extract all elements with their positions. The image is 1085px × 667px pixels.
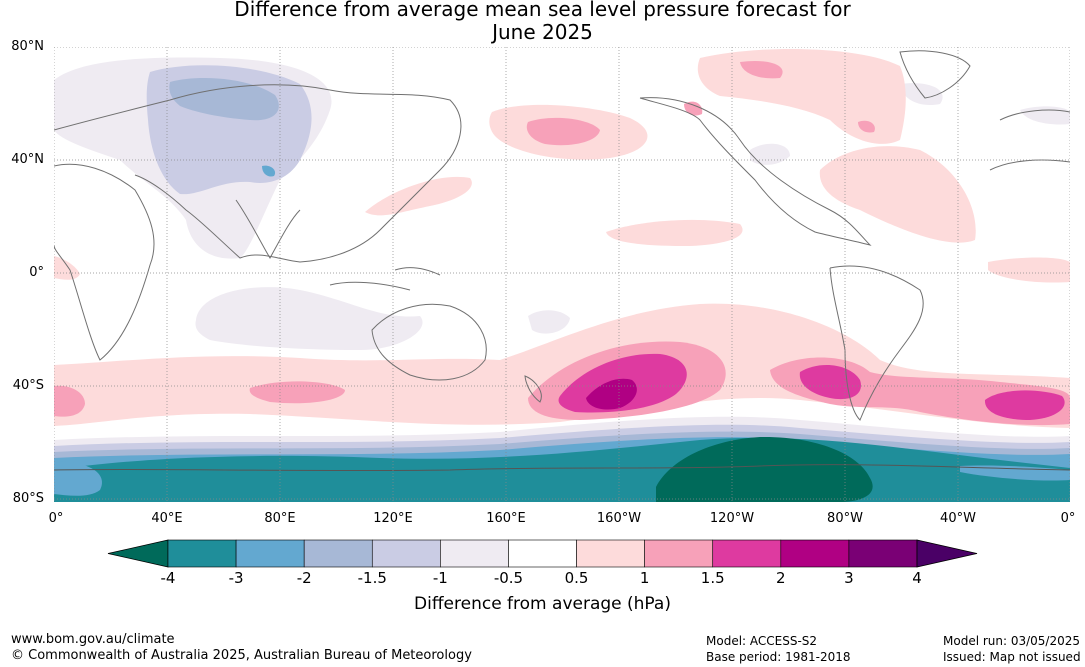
lon-label-160e: 160°E [486,511,526,526]
lon-label-40w: 40°W [940,511,976,526]
coast-new-zealand [524,375,542,403]
colorbar-tick-label: -1.5 [357,569,387,587]
graticule [54,47,1070,502]
footer-model: Model: ACCESS-S2 [706,634,818,648]
lon-label-120e: 120°E [373,511,413,526]
footer-website: www.bom.gov.au/climate [11,632,175,647]
footer-model-run: Model run: 03/05/2025 [943,634,1081,648]
anomaly-minus-half-indian [195,287,423,350]
lon-label-160w: 160°W [596,511,642,526]
footer-copyright: © Commonwealth of Australia 2025, Austra… [11,648,472,663]
anomaly-plus-one-alaska [684,101,703,116]
colorbar-tick-label: -0.5 [493,569,524,587]
colorbar-tick-label: -2 [296,569,312,587]
coast-europe [989,109,1070,171]
anomaly-minus-two-eurasia [262,165,276,177]
lon-label-0-west: 0° [48,511,64,526]
anomaly-plus-onehalf-atlantic [984,390,1065,420]
anomaly-plus-half-westafrica [54,256,80,280]
lon-label-80e: 80°E [264,511,296,526]
anomaly-minus-onehalf-eurasia [169,78,279,121]
colorbar-tick-label: -4 [160,569,176,587]
coast-eurasia [54,84,462,263]
coast-australia [371,303,487,381]
coast-africa [54,163,155,361]
lat-label-40s: 40°S [12,378,44,393]
anomaly-plus-half-tropical-atlantic [988,257,1070,283]
anomaly-plus-one-west [54,385,85,417]
anomaly-plus-half-n-atlantic [819,146,976,243]
anomaly-minus-half-pacific [528,310,570,334]
coast-indonesia [329,267,441,291]
lat-label-40n: 40°N [11,152,44,167]
anomaly-plus-one-indian [249,381,345,404]
lat-label-0: 0° [29,265,44,280]
anomaly-core-minus-four [656,436,873,502]
anomaly-plus-one-hudson [858,120,875,133]
footer-base-period: Base period: 1981-2018 [706,650,851,664]
coast-south-america [829,265,924,421]
lon-label-80w: 80°W [827,511,863,526]
map-title-line1: Difference from average mean sea level p… [234,0,851,21]
map-title-line2: June 2025 [492,20,593,44]
anomaly-plus-half-subtropical-pacific [606,219,743,246]
lat-label-80s: 80°S [12,491,44,506]
anomaly-plus-one-canada [740,60,783,79]
colorbar-tick-label: 4 [912,569,922,587]
lat-label-80n: 80°N [11,39,44,54]
coast-antarctica [54,464,1070,472]
colorbar-tick-label: 1.5 [700,569,725,587]
colorbar-label: Difference from average (hPa) [414,594,671,614]
colorbar-tick-label: 0.5 [564,569,589,587]
coastlines [54,50,1070,472]
anomaly-plus-half-china [365,176,472,216]
map-title: Difference from average mean sea level p… [0,0,1085,44]
coast-greenland [899,50,971,99]
coast-north-america [639,97,872,246]
coast-india [235,199,301,259]
footer-issued: Issued: Map not issued [943,650,1081,664]
colorbar-tick-label: -1 [432,569,448,587]
lon-label-0-east: 0° [1060,511,1076,526]
lon-label-120w: 120°W [709,511,755,526]
anomaly-minus-half-n-america [750,143,790,165]
colorbar-tick-label: 1 [639,569,650,587]
colorbar-tick-label: -3 [228,569,244,587]
colorbar-tick-label: 3 [844,569,854,587]
lon-label-40e: 40°E [151,511,183,526]
colorbar-tick-label: 2 [776,569,786,587]
anomaly-plus-one-north-pacific [526,117,600,146]
anomaly-plus-two-pacific [586,378,637,410]
